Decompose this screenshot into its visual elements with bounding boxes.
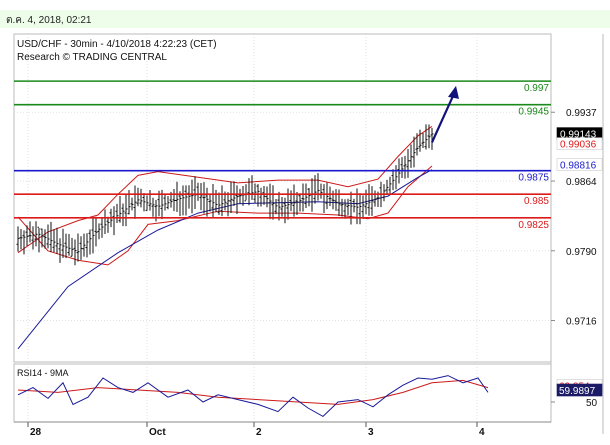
- x-axis-ticks: 28 Oct 2 3 4: [27, 422, 485, 438]
- rsi-ma-line: [17, 379, 489, 405]
- price-tag-label: 0.98816: [560, 160, 597, 171]
- level-label: 0.9945: [518, 107, 549, 118]
- level-label: 0.9875: [518, 173, 549, 184]
- chart-title: USD/CHF - 30min - 4/10/2018 4:22:23 (CET…: [17, 39, 217, 50]
- y-tick-label: 0.9716: [566, 317, 597, 328]
- top-bar-strip: [0, 10, 610, 28]
- y-tick-label: 0.9790: [566, 247, 597, 258]
- price-tag-label: 0.99143: [560, 130, 597, 141]
- rsi-tag-box: [556, 383, 603, 397]
- grid-lines: [14, 34, 551, 422]
- price-tag-label: 0.99036: [560, 140, 597, 151]
- price-bars: [16, 124, 434, 266]
- rsi-panel-frame: [13, 363, 552, 423]
- x-tick-label: 4: [479, 427, 485, 438]
- chart-subtitle: Research © TRADING CENTRAL: [17, 52, 167, 63]
- forecast-arrow-head: [448, 85, 459, 99]
- x-tick-label: Oct: [149, 427, 166, 438]
- y-tick-label: 0.9937: [566, 108, 597, 119]
- level-label: 0.997: [524, 83, 549, 94]
- x-tick-label: 2: [256, 427, 262, 438]
- y-tick-label: 0.9864: [566, 177, 597, 188]
- y-axis-ticks: 0.9937 0.9864 0.9790 0.9716: [551, 108, 597, 328]
- price-tag-box: [556, 158, 603, 171]
- support-resistance-levels: 0.997 0.9945 0.9875 0.985 0.9825: [14, 80, 551, 231]
- timestamp: ต.ค. 4, 2018, 02:21: [6, 15, 92, 26]
- upper-band-line: [17, 125, 433, 254]
- x-tick-label: 28: [30, 427, 42, 438]
- rsi-axis-label: 50: [586, 398, 598, 409]
- forecast-arrow-shaft: [430, 93, 456, 143]
- lower-band-line: [17, 165, 433, 266]
- top-bar: ต.ค. 4, 2018, 02:21: [0, 0, 610, 28]
- level-label: 0.9825: [518, 220, 549, 231]
- x-tick-label: 3: [368, 427, 374, 438]
- level-label: 0.985: [524, 196, 549, 207]
- rsi-line: [17, 375, 489, 418]
- rsi-panel: 5063.85459.9897: [17, 375, 603, 418]
- rsi-label: RSI14 - 9MA: [17, 368, 69, 378]
- price-tag-box: [556, 137, 603, 151]
- rsi-tag-label: 59.9897: [559, 386, 596, 397]
- forecast-arrow: [430, 85, 459, 143]
